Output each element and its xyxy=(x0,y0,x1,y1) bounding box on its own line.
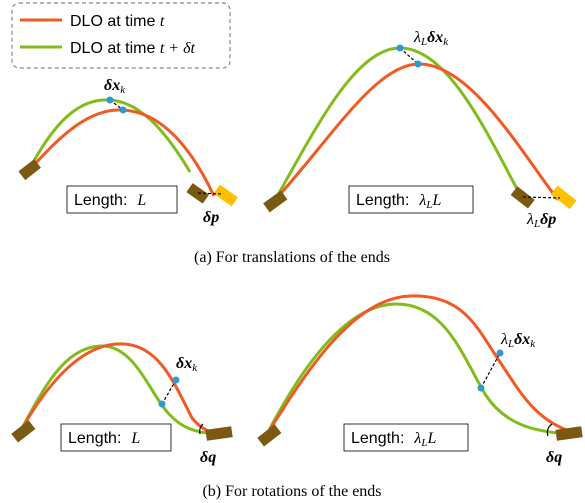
angle-arc-b-right xyxy=(546,423,553,437)
end-displacement-a-right xyxy=(522,196,561,199)
label-dq-b-right: δq xyxy=(546,449,562,466)
panel-b-left: δxk Length: L δq xyxy=(11,342,233,466)
curve-green-a-right xyxy=(273,46,525,201)
legend: DLO at time t DLO at time t + δt xyxy=(11,2,231,69)
legend-box xyxy=(11,2,231,69)
caption-b: (b) For rotations of the ends xyxy=(202,483,381,500)
point-displacement-b-right xyxy=(480,352,501,389)
point-old-b-left xyxy=(172,376,180,384)
point-old-a-right xyxy=(414,60,422,68)
label-dq-b-left: δq xyxy=(200,449,216,466)
length-box-a-right xyxy=(348,185,474,214)
curve-green-b-left xyxy=(18,344,215,436)
legend-label-red: DLO at time t xyxy=(70,13,165,30)
length-label-a-left: Length: L xyxy=(74,192,146,209)
curve-green-b-right xyxy=(264,302,571,437)
panel-a-left: δxk Length: L δp xyxy=(18,77,238,226)
length-box-b-left xyxy=(60,423,172,452)
gripper-left-a-left xyxy=(18,159,41,181)
panel-b-right: λLδxk Length: λLL δq xyxy=(257,294,583,466)
curve-red-a-right xyxy=(273,62,560,202)
point-new-a-right xyxy=(396,44,404,52)
gripper-right-new-a-right xyxy=(550,185,577,210)
gripper-left-b-right xyxy=(257,424,282,447)
point-displacement-a-right xyxy=(399,47,419,65)
legend-label-green: DLO at time t + δt xyxy=(70,40,196,57)
gripper-right-b-right xyxy=(555,426,583,441)
label-dxk-b-left: δxk xyxy=(176,355,198,374)
label-dxk-a-left: δxk xyxy=(104,77,126,96)
point-old-b-right xyxy=(496,349,504,357)
label-dxk-b-right: λLδxk xyxy=(500,331,536,350)
point-new-a-left xyxy=(106,96,114,104)
label-dp-a-right: λLδp xyxy=(526,211,556,230)
gripper-right-b-left xyxy=(205,426,233,441)
length-box-a-left xyxy=(66,185,178,214)
curve-red-b-left xyxy=(18,342,221,434)
gripper-left-b-left xyxy=(11,420,36,443)
gripper-left-a-right xyxy=(263,190,288,213)
length-label-b-left: Length: L xyxy=(68,430,140,447)
point-new-b-right xyxy=(477,384,485,392)
end-displacement-a-left xyxy=(197,192,223,195)
label-dxk-a-right: λLδxk xyxy=(413,29,449,48)
caption-a: (a) For translations of the ends xyxy=(194,249,390,266)
gripper-right-old-a-right xyxy=(510,186,535,209)
curve-red-b-right xyxy=(264,294,573,437)
length-label-a-right: Length: λLL xyxy=(356,192,441,211)
panel-a-right: λLδxk Length: λLL λLδp xyxy=(263,29,577,230)
point-old-a-left xyxy=(119,106,127,114)
length-label-b-right: Length: λLL xyxy=(351,430,436,449)
point-new-b-left xyxy=(158,400,166,408)
length-box-b-right xyxy=(343,423,469,452)
gripper-right-new-a-left xyxy=(213,184,238,207)
angle-arc-b-left xyxy=(199,423,204,435)
curve-red-a-left xyxy=(26,108,216,197)
gripper-right-old-a-left xyxy=(186,183,210,204)
label-dp-a-left: δp xyxy=(203,209,219,226)
